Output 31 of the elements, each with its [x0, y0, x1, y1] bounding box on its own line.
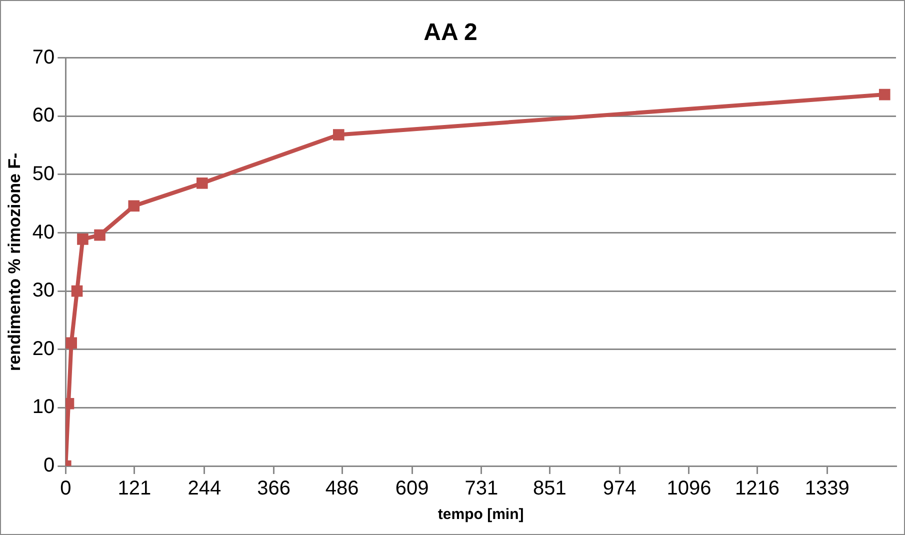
- y-tick-label: 30: [32, 280, 55, 302]
- point: [878, 88, 890, 100]
- x-tick-label: 366: [257, 478, 290, 500]
- y-tick-label: 10: [32, 396, 55, 418]
- x-tick-label: 0: [60, 478, 72, 500]
- point: [196, 178, 208, 189]
- x-tick-label: 1096: [666, 478, 712, 500]
- y-tick-label: 20: [32, 338, 55, 360]
- y-tick-label: 40: [32, 221, 55, 244]
- point: [77, 234, 88, 245]
- x-tick-label: 609: [395, 478, 429, 500]
- y-tick-label: 50: [32, 162, 55, 185]
- x-tick-label: 121: [118, 478, 152, 500]
- x-tick-label: 1216: [734, 478, 780, 500]
- point: [71, 285, 83, 297]
- x-tick-label: 486: [325, 478, 359, 500]
- x-tick-label: 731: [464, 478, 498, 500]
- y-tick-label: 70: [32, 46, 55, 68]
- y-tick-label: 60: [32, 104, 55, 127]
- point: [66, 337, 77, 349]
- y-axis-title: rendimento % rimozione F-: [4, 152, 24, 371]
- chart-title: AA 2: [424, 19, 478, 46]
- x-axis-title: tempo [min]: [438, 506, 524, 524]
- point: [94, 229, 106, 241]
- point: [332, 129, 344, 140]
- x-tick-label: 1339: [804, 478, 850, 500]
- point: [128, 200, 140, 212]
- x-tick-label: 974: [602, 478, 636, 500]
- x-tick-label: 244: [188, 478, 222, 500]
- x-tick-label: 851: [532, 478, 566, 500]
- y-tick-label: 0: [44, 454, 55, 477]
